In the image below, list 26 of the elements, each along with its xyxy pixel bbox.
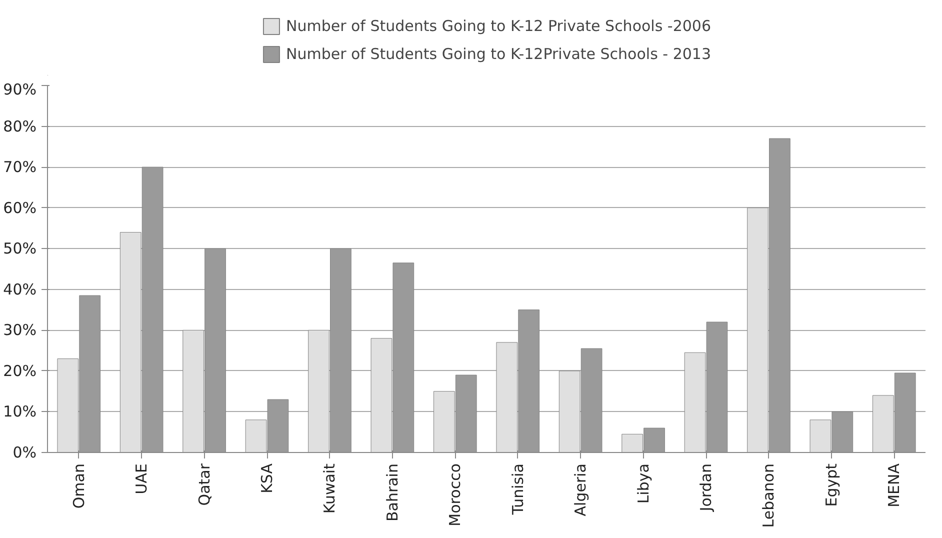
x-tick-label: Jordan [697,463,715,512]
x-tick-label: Libya [634,463,652,504]
y-tick-label: 10% [3,402,37,421]
y-tick-label: 20% [3,362,37,380]
x-tick-label: Lebanon [760,463,778,528]
x-tick-label: Oman [70,463,88,509]
y-tick-label: 80% [3,117,37,136]
x-tick-label: KSA [258,462,276,494]
x-tick-label: Kuwait [320,463,339,514]
x-tick-label: UAE [132,464,151,494]
x-tick-label: MENA [885,462,904,508]
x-tick-label: Qatar [195,462,214,506]
x-tick-label: Morocco [446,463,464,526]
y-tick-label: 50% [3,240,37,258]
legend-label: Number of Students Going to K-12 Private Schools -2006 [286,17,712,35]
y-tick-label: 0% [12,444,36,462]
y-tick-label: 60% [3,198,37,217]
x-tick-label: Bahrain [383,463,402,522]
x-tick-label: Algeria [572,463,590,516]
y-tick-label: 90% [3,80,37,98]
x-tick-label: Egypt [822,463,840,507]
y-tick-label: 70% [3,158,37,176]
x-tick-label: Tunisia [508,463,527,516]
y-tick-label: 30% [3,321,37,340]
y-tick-label: 40% [3,280,37,298]
legend-label: Number of Students Going to K-12Private Schools - 2013 [286,45,712,63]
